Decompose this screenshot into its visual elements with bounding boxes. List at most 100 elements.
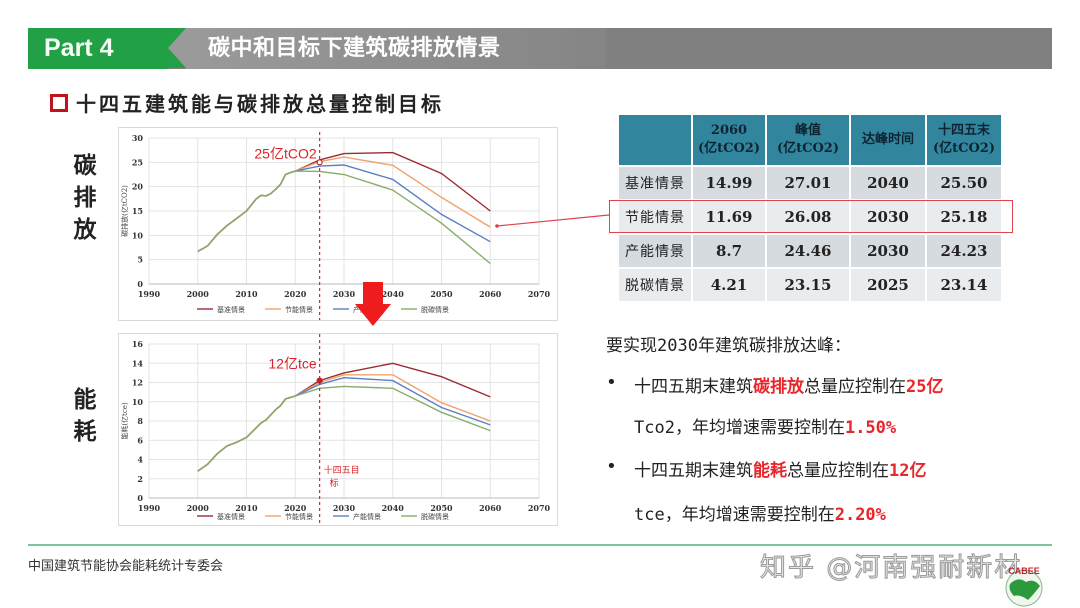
svg-text:节能情景: 节能情景 <box>285 305 313 314</box>
conclusion-heading: 要实现2030年建筑碳排放达峰： <box>606 336 851 356</box>
svg-text:基准情景: 基准情景 <box>217 305 245 314</box>
svg-text:1990: 1990 <box>138 503 161 513</box>
svg-text:2: 2 <box>137 474 143 484</box>
header-chevron-icon <box>168 28 186 68</box>
carbon-emission-chart: 0 5 10 15 20 25 30 1990 2000 2010 2020 2030 2040 2050… <box>118 127 558 321</box>
table-row: 基准情景 14.99 27.01 2040 25.50 <box>619 167 1001 199</box>
conclusion-bullet-1-line-1: 十四五期末建筑碳排放总量应控制在25亿 <box>634 372 943 397</box>
svg-text:20: 20 <box>132 182 144 192</box>
square-bullet-icon <box>50 94 68 112</box>
svg-text:15: 15 <box>132 206 143 216</box>
svg-text:25: 25 <box>132 157 143 167</box>
svg-text:6: 6 <box>137 435 143 445</box>
cell-peak: 26.08 <box>767 201 849 233</box>
cell-145-end: 23.14 <box>927 269 1001 301</box>
svg-text:2010: 2010 <box>235 503 258 513</box>
highlight-value: 25亿 <box>906 377 944 397</box>
down-arrow-icon <box>355 282 391 326</box>
svg-text:16: 16 <box>132 339 144 349</box>
svg-text:脱碳情景: 脱碳情景 <box>421 512 449 521</box>
side-label-char: 能 <box>73 386 97 413</box>
bullet-dot-icon: • <box>606 456 617 477</box>
scenario-table: 2060 (亿tCO2) 峰值 (亿tCO2) 达峰时间 十四五末 (亿tCO2) 基… <box>617 113 1003 303</box>
svg-text:0: 0 <box>137 493 143 503</box>
table-row: 产能情景 8.7 24.46 2030 24.23 <box>619 235 1001 267</box>
svg-text:2010: 2010 <box>235 289 258 299</box>
svg-text:10: 10 <box>132 397 144 407</box>
highlight-value: 2.20% <box>834 505 886 525</box>
cell-2060: 11.69 <box>693 201 765 233</box>
svg-text:2040: 2040 <box>382 289 405 299</box>
cell-peak-year: 2025 <box>851 269 925 301</box>
table-header-peak-year: 达峰时间 <box>851 115 925 165</box>
side-label-char: 耗 <box>73 418 97 445</box>
table-header-2060: 2060 (亿tCO2) <box>693 115 765 165</box>
side-label-carbon: 碳 排 放 <box>70 150 100 246</box>
table-row: 节能情景 11.69 26.08 2030 25.18 <box>619 201 1001 233</box>
svg-text:1990: 1990 <box>138 289 161 299</box>
energy-consumption-chart: 0 2 4 6 8 10 12 14 16 1990 2000 2010 2020 2030 2040 205… <box>118 333 558 526</box>
highlight-value: 12亿 <box>889 461 927 481</box>
text: Tco2，年均增速需要控制在 <box>634 418 845 438</box>
svg-text:2070: 2070 <box>528 503 551 513</box>
svg-text:5: 5 <box>137 255 143 265</box>
highlight-text: 碳排放 <box>753 377 804 397</box>
carbon-emission-plot: 0 5 10 15 20 25 30 1990 2000 2010 2020 2030 2040 2050… <box>120 132 551 320</box>
cell-2060: 4.21 <box>693 269 765 301</box>
svg-text:25亿tCO2: 25亿tCO2 <box>254 145 316 161</box>
header-title-bg <box>186 28 606 69</box>
cell-2060: 8.7 <box>693 235 765 267</box>
svg-text:10: 10 <box>132 230 144 240</box>
svg-text:2050: 2050 <box>430 503 453 513</box>
svg-text:8: 8 <box>137 416 143 426</box>
table-header-corner <box>619 115 691 165</box>
cell-2060: 14.99 <box>693 167 765 199</box>
svg-text:脱碳情景: 脱碳情景 <box>421 305 449 314</box>
table-row: 脱碳情景 4.21 23.15 2025 23.14 <box>619 269 1001 301</box>
watermark-text: 知乎 @河南强耐新材 <box>759 553 1023 584</box>
cell-145-end: 25.50 <box>927 167 1001 199</box>
slide-subtitle: 十四五建筑能与碳排放总量控制目标 <box>76 92 444 116</box>
highlight-value: 1.50% <box>844 418 897 438</box>
svg-text:2060: 2060 <box>479 289 502 299</box>
svg-text:12: 12 <box>132 378 143 388</box>
footer-divider <box>28 544 1052 546</box>
svg-text:2020: 2020 <box>284 289 307 299</box>
svg-text:标: 标 <box>330 477 339 489</box>
row-label: 脱碳情景 <box>619 269 691 301</box>
highlight-row-frame <box>609 200 1013 233</box>
cell-peak: 23.15 <box>767 269 849 301</box>
svg-text:2000: 2000 <box>187 503 210 513</box>
svg-text:节能情景: 节能情景 <box>285 512 313 521</box>
row-label: 产能情景 <box>619 235 691 267</box>
cell-peak-year: 2030 <box>851 201 925 233</box>
cell-peak-year: 2040 <box>851 167 925 199</box>
svg-text:2030: 2030 <box>333 503 356 513</box>
table-header-row: 2060 (亿tCO2) 峰值 (亿tCO2) 达峰时间 十四五末 (亿tCO2) <box>619 115 1001 165</box>
row-label: 基准情景 <box>619 167 691 199</box>
cabee-logo-icon: CABEE <box>1005 566 1043 607</box>
cell-145-end: 25.18 <box>927 201 1001 233</box>
svg-text:0: 0 <box>137 279 143 289</box>
part-label: Part 4 <box>28 28 168 69</box>
svg-text:能耗(亿tce): 能耗(亿tce) <box>120 402 129 440</box>
table-header-peak: 峰值 (亿tCO2) <box>767 115 849 165</box>
svg-text:2000: 2000 <box>187 289 210 299</box>
svg-text:2040: 2040 <box>382 503 405 513</box>
section-title: 碳中和目标下建筑碳排放情景 <box>208 36 501 61</box>
conclusion-bullet-2-line-2: tce，年均增速需要控制在2.20% <box>634 500 886 525</box>
highlight-text: 能耗 <box>753 461 787 481</box>
svg-text:碳排放(亿tCO2): 碳排放(亿tCO2) <box>120 185 129 237</box>
row-label: 节能情景 <box>619 201 691 233</box>
connector-line <box>496 214 610 227</box>
text: 十四五期末建筑 <box>634 377 753 397</box>
svg-text:2020: 2020 <box>284 503 307 513</box>
conclusion-bullet-1-line-2: Tco2，年均增速需要控制在1.50% <box>634 413 896 438</box>
svg-text:2050: 2050 <box>430 289 453 299</box>
footer-organization: 中国建筑节能协会能耗统计专委会 <box>28 559 224 574</box>
side-label-char: 放 <box>73 216 97 243</box>
cell-145-end: 24.23 <box>927 235 1001 267</box>
svg-text:CABEE: CABEE <box>1008 566 1040 576</box>
text: tce，年均增速需要控制在 <box>634 505 835 525</box>
